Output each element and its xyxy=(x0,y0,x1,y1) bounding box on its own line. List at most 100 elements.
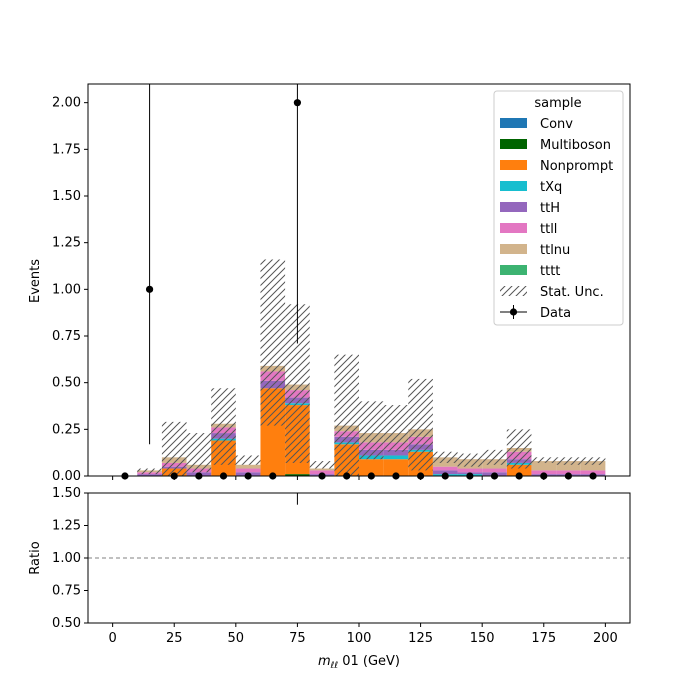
bar-ttll-bin-19 xyxy=(580,470,606,475)
x-tick-label-4: 100 xyxy=(347,631,372,646)
x-tick-label-8: 200 xyxy=(593,631,618,646)
x-axis-label: mℓℓ 01 (GeV) xyxy=(318,654,400,671)
stat-unc-band-bin-1 xyxy=(137,468,162,475)
bar-ttll-bin-5 xyxy=(235,468,261,473)
main-y-tick-label-8: 2.00 xyxy=(52,96,81,111)
x-tick-label-2: 50 xyxy=(228,631,245,646)
legend-swatch-conv xyxy=(500,118,527,128)
stat-unc-band-bin-17 xyxy=(531,457,557,463)
bar-multiboson-bin-7 xyxy=(285,474,310,476)
main-y-tick-label-1: 0.25 xyxy=(52,422,81,437)
legend-swatch-txq xyxy=(500,181,527,191)
x-axis-label-rest: 01 (GeV) xyxy=(338,654,400,669)
x-axis-label-math: m xyxy=(318,654,331,669)
stat-unc-layer xyxy=(137,259,606,476)
ratio-y-tick-label-4: 1.50 xyxy=(52,486,81,501)
ratio-panel: 0.50 0.75 1.00 1.25 1.50 0 25 50 75 100 125 150 175… xyxy=(28,486,631,671)
legend-swatch-ttll xyxy=(500,223,527,233)
x-tick-label-7: 175 xyxy=(531,631,556,646)
stat-unc-band-bin-12 xyxy=(408,378,433,471)
ratio-x-axis: 0 25 50 75 100 125 150 175 200 xyxy=(108,623,618,646)
stat-unc-band-bin-13 xyxy=(432,451,458,463)
legend-label-ttll: ttll xyxy=(540,222,557,237)
legend-swatch-nonprompt xyxy=(500,160,527,170)
x-tick-label-0: 0 xyxy=(108,631,116,646)
bar-ttlnu-bin-18 xyxy=(556,461,581,471)
stat-unc-band-bin-16 xyxy=(506,429,532,469)
bar-ttll-bin-8 xyxy=(309,470,335,475)
bar-ttll-bin-18 xyxy=(556,470,581,475)
main-y-tick-label-6: 1.50 xyxy=(52,189,81,204)
stat-unc-band-bin-3 xyxy=(186,433,212,473)
legend-swatch-multiboson xyxy=(500,139,527,149)
x-axis-label-sub: ℓℓ xyxy=(330,661,338,671)
stat-unc-band-bin-10 xyxy=(359,401,384,460)
x-tick-label-1: 25 xyxy=(166,631,183,646)
x-tick-label-5: 125 xyxy=(408,631,433,646)
bar-tth-bin-1 xyxy=(137,474,162,476)
legend-swatch-tth xyxy=(500,202,527,212)
legend-label-multiboson: Multiboson xyxy=(540,138,611,153)
data-point-1 xyxy=(145,285,154,293)
main-y-tick-label-4: 1.00 xyxy=(52,282,81,297)
ratio-y-tick-label-1: 0.75 xyxy=(52,584,81,599)
legend-entries: Conv Multiboson Nonprompt tXq ttH ttll ttlnu tt… xyxy=(500,117,613,321)
stat-unc-band-bin-5 xyxy=(235,455,261,465)
bar-nonprompt-bin-11 xyxy=(383,459,409,476)
stat-unc-band-bin-19 xyxy=(580,457,606,465)
bar-nonprompt-bin-10 xyxy=(359,459,384,476)
stat-unc-band-bin-15 xyxy=(482,449,507,465)
legend-label-ttlnu: ttlnu xyxy=(540,243,570,258)
legend-data-marker xyxy=(509,308,518,316)
main-y-tick-label-0: 0.00 xyxy=(52,469,81,484)
ratio-plot-area xyxy=(88,493,630,623)
legend-label-tttt: tttt xyxy=(540,264,560,279)
bar-ttll-bin-13 xyxy=(432,466,458,471)
data-point-7 xyxy=(293,99,302,107)
ratio-y-tick-label-3: 1.25 xyxy=(52,519,81,534)
bar-ttll-bin-14 xyxy=(457,468,483,473)
legend-label-txq: tXq xyxy=(540,180,562,195)
bar-ttlnu-bin-17 xyxy=(531,461,557,471)
main-y-tick-label-5: 1.25 xyxy=(52,236,81,251)
stat-unc-band-bin-18 xyxy=(556,457,581,465)
bar-ttlnu-bin-8 xyxy=(309,468,335,471)
bar-ttlnu-bin-5 xyxy=(235,464,261,469)
bar-nonprompt-bin-16 xyxy=(506,464,532,476)
main-y-axis: 0.00 0.25 0.50 0.75 1.00 1.25 1.50 1.75 2.00 xyxy=(52,96,88,484)
stat-unc-band-bin-9 xyxy=(334,354,359,476)
bar-ttlnu-bin-19 xyxy=(580,461,606,471)
bar-txq-bin-11 xyxy=(383,455,409,460)
legend-swatch-stat-unc xyxy=(500,286,527,296)
main-x-ticks xyxy=(112,476,606,480)
ratio-y-axis: 0.50 0.75 1.00 1.25 1.50 xyxy=(52,486,88,631)
stat-unc-band-bin-2 xyxy=(161,421,187,476)
ratio-y-tick-label-2: 1.00 xyxy=(52,551,81,566)
data-layer xyxy=(121,84,597,480)
ratio-y-axis-label: Ratio xyxy=(28,541,43,574)
legend: sample Conv Multiboson Nonprompt tXq ttH ttll… xyxy=(493,90,624,326)
stat-unc-band-bin-11 xyxy=(383,405,409,452)
bar-tth-bin-13 xyxy=(432,470,458,475)
legend-label-nonprompt: Nonprompt xyxy=(540,159,613,174)
x-tick-label-3: 75 xyxy=(289,631,306,646)
legend-swatch-ttlnu xyxy=(500,244,527,254)
main-y-tick-label-7: 1.75 xyxy=(52,142,81,157)
main-y-tick-label-3: 0.75 xyxy=(52,329,81,344)
legend-label-stat-unc: Stat. Unc. xyxy=(540,285,604,300)
stat-unc-band-bin-8 xyxy=(309,461,335,469)
bar-ttll-bin-15 xyxy=(482,468,507,473)
stat-unc-band-bin-4 xyxy=(211,388,236,465)
stat-unc-band-bin-6 xyxy=(260,259,286,426)
bar-tth-bin-11 xyxy=(383,449,409,456)
x-tick-label-6: 150 xyxy=(470,631,495,646)
legend-swatch-tttt xyxy=(500,265,527,275)
legend-title: sample xyxy=(534,96,581,111)
ratio-y-tick-label-0: 0.50 xyxy=(52,616,81,631)
main-y-tick-label-2: 0.50 xyxy=(52,376,81,391)
legend-label-tth: ttH xyxy=(540,201,560,216)
legend-label-conv: Conv xyxy=(540,117,573,132)
main-y-axis-label: Events xyxy=(28,259,43,303)
bar-ttll-bin-17 xyxy=(531,470,557,475)
